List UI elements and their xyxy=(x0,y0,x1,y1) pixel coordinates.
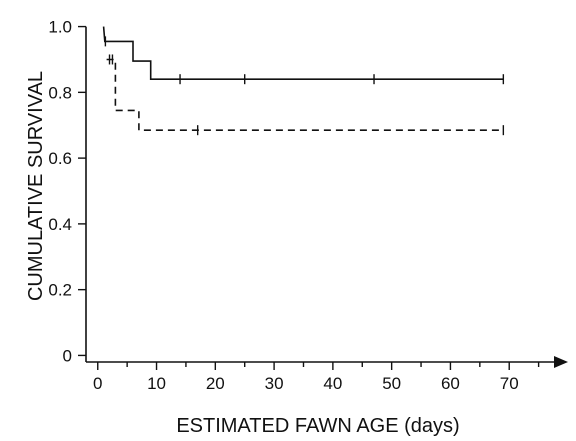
x-axis-title: ESTIMATED FAWN AGE (days) xyxy=(176,415,459,437)
x-axis-arrowhead xyxy=(554,356,568,368)
y-axis-title: CUMULATIVE SURVIVAL xyxy=(25,71,47,301)
x-tick-label: 50 xyxy=(382,374,401,393)
x-tick-label: 60 xyxy=(441,374,460,393)
solid-survival-line xyxy=(102,26,504,80)
x-tick-label: 10 xyxy=(147,374,166,393)
dashed-survival-line xyxy=(106,58,504,131)
y-tick-label: 0 xyxy=(63,346,72,365)
y-tick-label: 0.6 xyxy=(48,149,72,168)
y-tick-label: 1.0 xyxy=(48,18,72,37)
y-tick-label: 0.4 xyxy=(48,215,72,234)
x-tick-label: 40 xyxy=(323,374,342,393)
x-tick-label: 70 xyxy=(500,374,519,393)
x-tick-label: 20 xyxy=(206,374,225,393)
x-tick-label: 0 xyxy=(93,374,102,393)
x-tick-label: 30 xyxy=(265,374,284,393)
y-tick-label: 0.2 xyxy=(48,281,72,300)
y-tick-label: 0.8 xyxy=(48,83,72,102)
